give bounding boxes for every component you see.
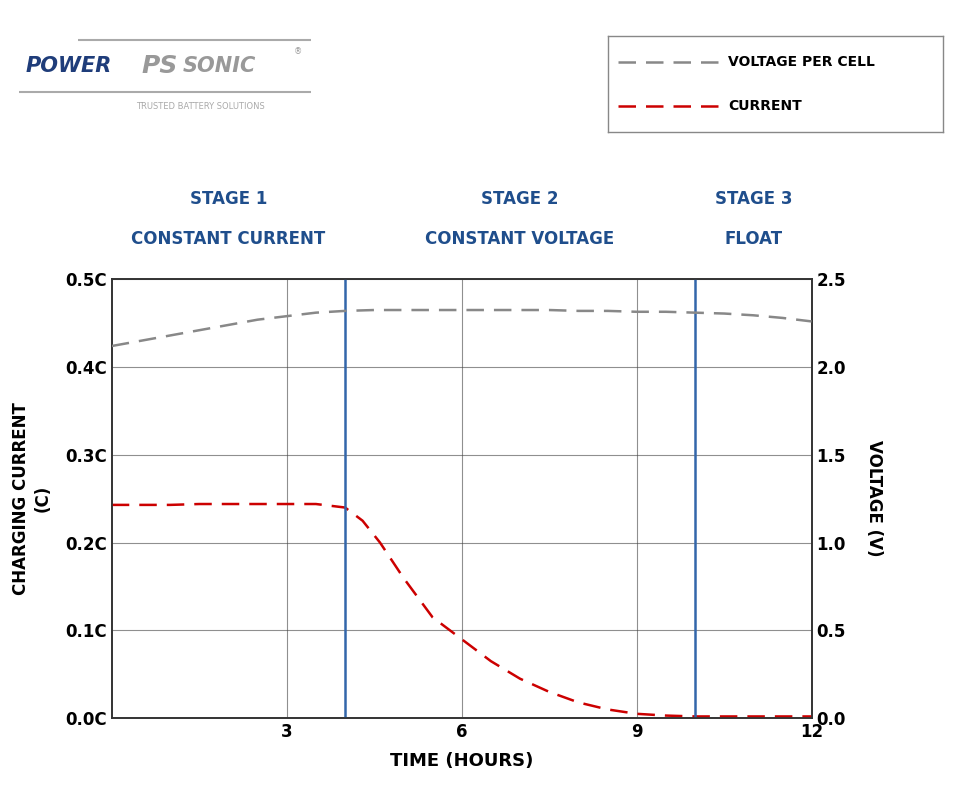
- Text: ®: ®: [294, 47, 301, 56]
- Text: TRUSTED BATTERY SOLUTIONS: TRUSTED BATTERY SOLUTIONS: [136, 102, 264, 112]
- Text: STAGE 2: STAGE 2: [481, 191, 559, 208]
- X-axis label: TIME (HOURS): TIME (HOURS): [390, 753, 534, 770]
- Text: POWER: POWER: [25, 56, 112, 76]
- Y-axis label: VOLTAGE (V): VOLTAGE (V): [865, 440, 884, 557]
- Text: CONSTANT VOLTAGE: CONSTANT VOLTAGE: [426, 231, 614, 248]
- Text: STAGE 3: STAGE 3: [714, 191, 792, 208]
- Text: STAGE 1: STAGE 1: [190, 191, 267, 208]
- Text: VOLTAGE PER CELL: VOLTAGE PER CELL: [728, 55, 875, 69]
- Text: FLOAT: FLOAT: [724, 231, 782, 248]
- Text: CURRENT: CURRENT: [728, 99, 802, 113]
- Text: PS: PS: [142, 54, 178, 78]
- Text: CONSTANT CURRENT: CONSTANT CURRENT: [131, 231, 326, 248]
- Y-axis label: CHARGING CURRENT
(C): CHARGING CURRENT (C): [13, 402, 52, 595]
- Text: SONIC: SONIC: [183, 56, 256, 76]
